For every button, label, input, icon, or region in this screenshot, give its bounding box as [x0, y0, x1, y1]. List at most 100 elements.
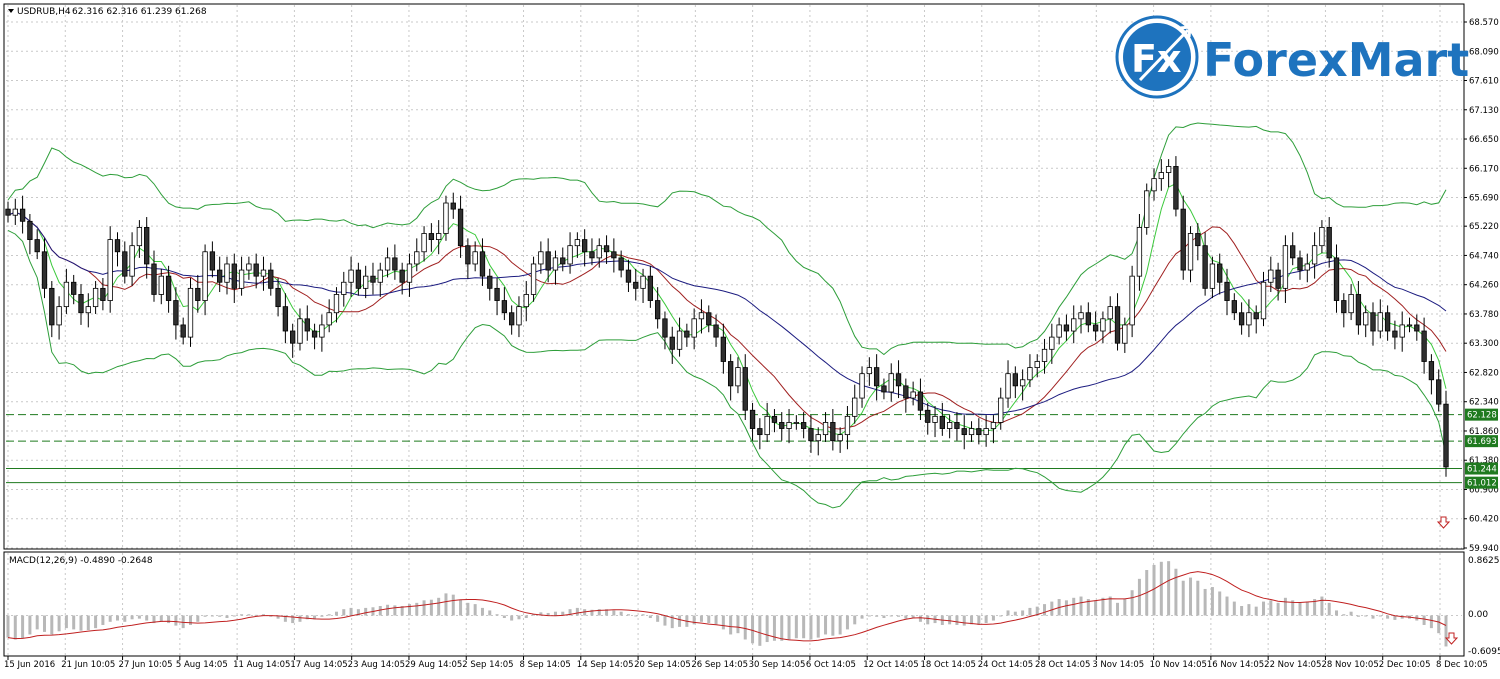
macd-bar — [824, 615, 828, 635]
price-tick-label: 67.130 — [1469, 106, 1499, 116]
candle-body — [654, 300, 661, 320]
macd-bar — [1064, 600, 1068, 616]
candle-body — [136, 227, 143, 247]
candle-body — [399, 269, 405, 283]
time-tick-label: 8 Dec 10:05 — [1436, 660, 1488, 670]
macd-bar — [13, 615, 17, 640]
candle-body — [326, 312, 332, 326]
candle-body — [19, 208, 26, 222]
dropdown-arrow-icon[interactable] — [8, 9, 14, 13]
macd-bar — [466, 602, 470, 616]
candle-body — [1012, 373, 1018, 387]
macd-bar — [1203, 588, 1207, 616]
candle-body — [647, 275, 654, 301]
candle-body — [100, 287, 106, 301]
macd-bar — [648, 615, 652, 619]
candle-body — [1436, 379, 1442, 405]
macd-bar — [634, 615, 638, 617]
candle-body — [457, 208, 464, 247]
macd-bar — [86, 615, 90, 631]
candle-body — [165, 275, 172, 301]
macd-bar — [429, 599, 433, 616]
macd-bar — [1232, 601, 1236, 616]
candle-body — [1363, 312, 1369, 326]
macd-bar — [451, 594, 455, 616]
time-tick-label: 26 Sep 14:05 — [691, 660, 748, 670]
macd-bar — [1130, 590, 1134, 616]
candle-body — [1231, 300, 1237, 314]
time-tick-label: 17 Aug 14:05 — [290, 660, 347, 670]
candle-body — [552, 257, 559, 271]
candle-body — [85, 306, 91, 314]
candle-body — [742, 367, 748, 411]
macd-bar — [188, 615, 192, 625]
macd-bar — [196, 615, 200, 622]
level-tag-bg — [1465, 462, 1498, 475]
macd-bar — [517, 615, 521, 620]
candle-body — [5, 208, 11, 216]
macd-bar — [1276, 602, 1280, 616]
time-tick-label: 6 Oct 14:05 — [806, 660, 856, 670]
macd-bar — [984, 615, 988, 624]
candle-body — [238, 269, 245, 289]
candle-body — [1421, 330, 1427, 362]
macd-scale-bottom: -0.6095 — [1468, 647, 1500, 657]
macd-bar — [291, 615, 295, 624]
candle-body — [1202, 245, 1208, 289]
macd-bar — [692, 615, 696, 625]
candle-body — [1275, 269, 1281, 289]
macd-bar — [57, 615, 61, 632]
macd-bar — [1247, 604, 1251, 616]
macd-bar — [831, 615, 835, 636]
candle-body — [1406, 324, 1413, 327]
macd-bar — [670, 615, 674, 629]
candle-body — [1217, 263, 1223, 283]
sell-arrow-icon — [1436, 516, 1451, 529]
candle-body — [852, 397, 858, 417]
candle-body — [749, 409, 756, 429]
candle-body — [1129, 275, 1135, 326]
macd-bar — [444, 593, 448, 616]
price-tick-label: 61.860 — [1469, 427, 1499, 437]
candle-body — [151, 263, 157, 295]
horizontal-levels — [6, 414, 1462, 484]
time-axis: 15 Jun 2016 21 Jun 10:05 27 Jun 10:05 5 Aug… — [4, 656, 1488, 670]
macd-bar — [305, 615, 309, 620]
candle-body — [224, 263, 230, 283]
candle-body — [487, 275, 493, 289]
candle-body — [1136, 227, 1143, 277]
macd-bar — [115, 615, 119, 621]
macd-scale-zero: 0.00 — [1468, 610, 1488, 620]
macd-bar — [1101, 597, 1105, 616]
price-tick-label: 62.820 — [1469, 368, 1499, 378]
time-tick-label: 28 Nov 10:05 — [1321, 660, 1378, 670]
candle-body — [1224, 281, 1230, 301]
macd-bar — [459, 599, 463, 616]
macd-bar — [1137, 578, 1141, 616]
macd-bar — [772, 615, 776, 641]
macd-bar — [261, 614, 265, 616]
macd-bar — [948, 615, 952, 625]
time-tick-label: 8 Sep 14:05 — [520, 660, 571, 670]
candle-body — [932, 415, 938, 423]
candle-body — [1078, 312, 1084, 320]
candle-body — [1333, 257, 1340, 301]
price-tick-label: 64.740 — [1469, 251, 1499, 261]
macd-bar — [970, 615, 974, 625]
macd-bar — [1116, 602, 1120, 616]
time-tick-label: 24 Oct 14:05 — [978, 660, 1033, 670]
macd-bar — [283, 615, 287, 622]
logo-name: ForexMart — [1203, 33, 1469, 87]
candle-body — [494, 287, 500, 301]
candle-body — [1428, 361, 1435, 381]
macd-bar — [1342, 614, 1346, 616]
macd-bar — [1386, 615, 1390, 619]
macd-bar — [50, 615, 54, 635]
candle-body — [895, 373, 902, 387]
macd-signal-line — [7, 571, 1447, 642]
macd-bar — [386, 604, 390, 616]
macd-bar — [568, 609, 572, 616]
candle-body — [866, 367, 873, 375]
candle-body — [107, 239, 113, 301]
